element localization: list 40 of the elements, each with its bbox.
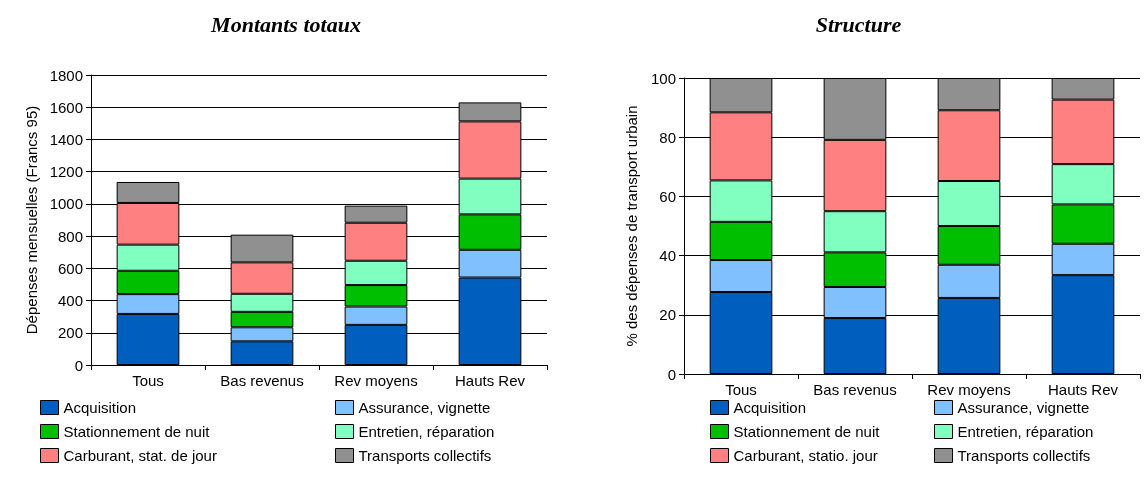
y-tick-label: 100 [650,69,676,87]
y-tick-label: 40 [659,247,676,265]
x-tick-label: Rev moyens [927,381,1011,398]
legend-label: Acquisition [63,399,137,416]
y-axis-title: % des dépenses de transport urbain [623,105,640,347]
legend-label: Entretien, réparation [957,423,1094,440]
y-tick-label: 60 [659,187,676,205]
y-tick-label: 800 [57,227,83,245]
x-tick-label: Tous [132,372,164,389]
y-tick-label: 1600 [49,98,83,116]
y-tick-label: 1000 [49,195,83,213]
y-tick-label: 20 [659,306,676,324]
y-tick-label: 80 [659,128,676,146]
y-tick-label: 200 [57,324,83,342]
y-tick-label: 1400 [49,130,83,148]
legend-label: Acquisition [733,399,807,416]
legend-label: Assurance, vignette [358,399,491,416]
legend-label: Assurance, vignette [957,399,1090,416]
x-tick-label: Rev moyens [334,372,418,389]
x-tick-label: Tous [725,381,757,398]
legend-label: Stationnement de nuit [63,423,211,440]
legend-label: Carburant, stat. de jour [63,447,217,464]
legend-label: Transports collectifs [358,447,492,464]
y-tick-label: 400 [57,292,83,310]
legend-label: Entretien, réparation [358,423,495,440]
y-axis-title: Dépenses mensuelles (Francs 95) [22,105,40,335]
x-tick-label: Hauts Rev [454,372,526,389]
legend-label: Transports collectifs [957,447,1091,464]
x-tick-label: Bas revenus [220,372,304,389]
chart-title: Montants totaux [210,11,361,37]
x-tick-label: Hauts Rev [1047,381,1119,398]
y-tick-label: 600 [57,259,83,277]
legend-label: Stationnement de nuit [733,423,881,440]
chart-title: Structure [815,11,902,37]
y-tick-label: 0 [667,365,676,383]
y-tick-label: 1800 [49,66,83,84]
y-tick-label: 0 [74,356,83,374]
y-tick-label: 1200 [49,163,83,181]
x-tick-label: Bas revenus [813,381,897,398]
legend-label: Carburant, statio. jour [733,447,878,464]
